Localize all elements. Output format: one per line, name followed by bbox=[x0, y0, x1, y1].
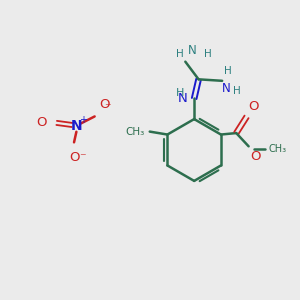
Text: N: N bbox=[222, 82, 231, 95]
Text: O: O bbox=[248, 100, 259, 113]
Text: CH₃: CH₃ bbox=[125, 127, 144, 136]
Text: N: N bbox=[70, 119, 82, 134]
Text: N: N bbox=[188, 44, 197, 57]
Text: +: + bbox=[79, 115, 87, 125]
Text: ⁻: ⁻ bbox=[80, 151, 86, 164]
Text: ⁻: ⁻ bbox=[104, 101, 110, 114]
Text: H: H bbox=[176, 49, 184, 59]
Text: O: O bbox=[99, 98, 110, 111]
Text: CH₃: CH₃ bbox=[268, 144, 286, 154]
Text: H: H bbox=[233, 86, 241, 96]
Text: H: H bbox=[204, 49, 211, 59]
Text: O: O bbox=[36, 116, 47, 129]
Text: H: H bbox=[176, 88, 184, 98]
Text: N: N bbox=[178, 92, 188, 105]
Text: H: H bbox=[224, 66, 231, 76]
Text: O: O bbox=[69, 151, 79, 164]
Text: O: O bbox=[250, 150, 261, 163]
